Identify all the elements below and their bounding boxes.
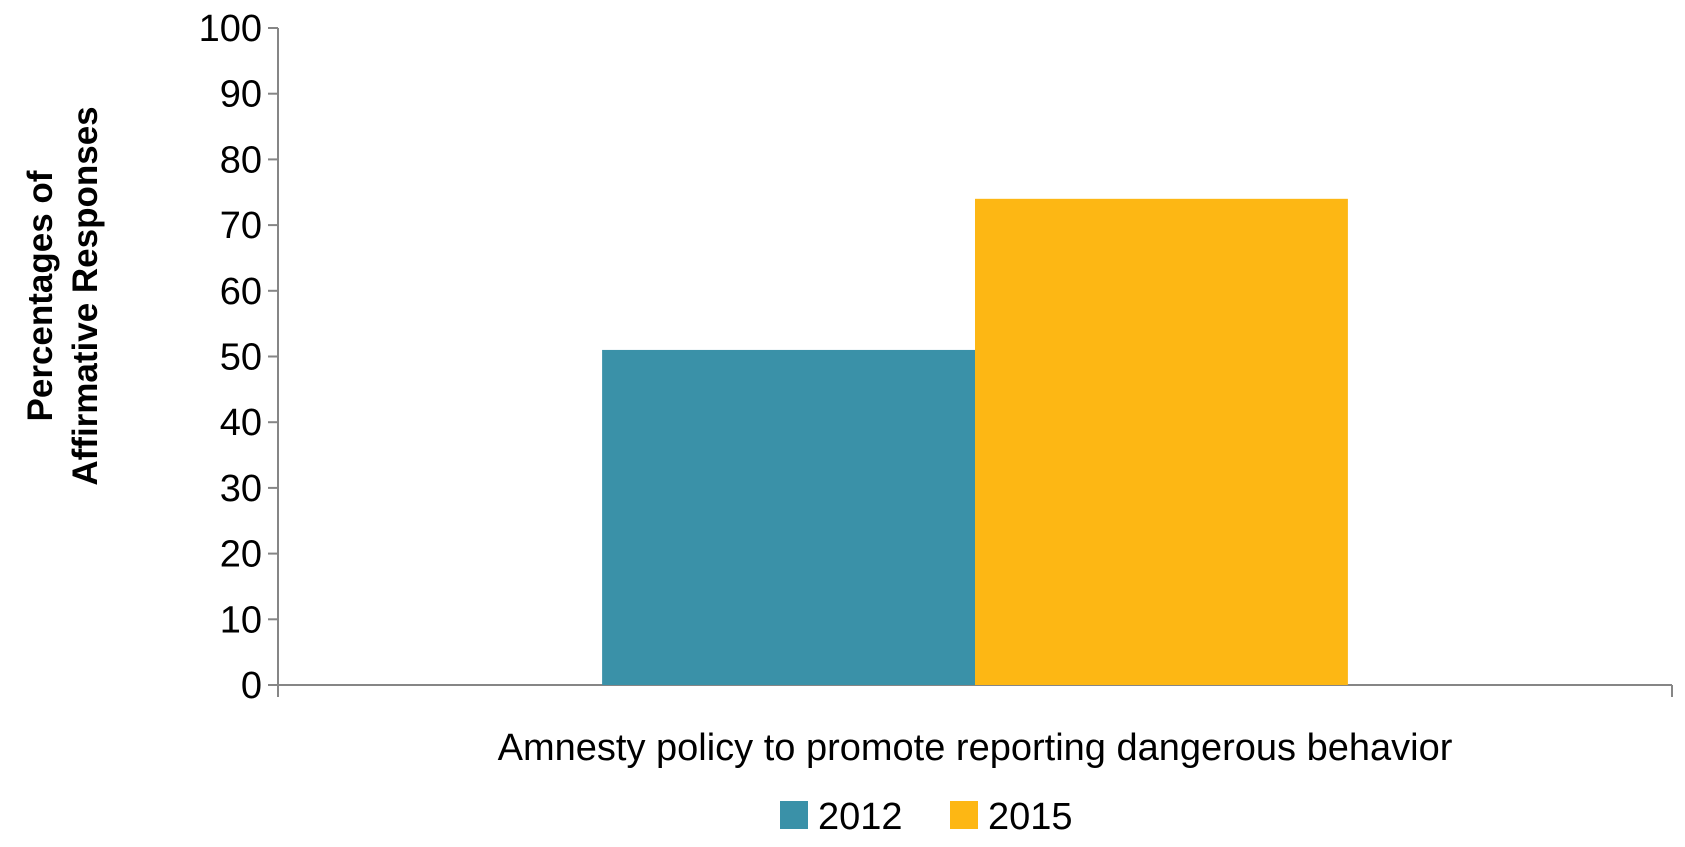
y-tick-label: 10 <box>220 599 262 641</box>
category-labels: Amnesty policy to promote reporting dang… <box>498 727 1453 769</box>
y-tick-label: 20 <box>220 534 262 576</box>
y-tick-label: 100 <box>199 8 262 50</box>
y-tick-label: 50 <box>220 337 262 379</box>
x-axis <box>277 684 1673 697</box>
y-tick-label: 80 <box>220 139 262 181</box>
y-tick-label: 30 <box>220 468 262 510</box>
legend-swatch-2015 <box>950 801 978 829</box>
legend-label-2012: 2012 <box>818 796 903 838</box>
y-tick-label: 70 <box>220 205 262 247</box>
bars <box>602 198 1348 685</box>
bar-2015 <box>975 198 1348 685</box>
legend-label-2015: 2015 <box>988 796 1073 838</box>
legend-swatch-2012 <box>780 801 808 829</box>
y-tick-label: 0 <box>241 665 262 707</box>
y-tick-label: 90 <box>220 74 262 116</box>
y-axis-title-line-2: Affirmative Responses <box>66 106 105 485</box>
x-category-label: Amnesty policy to promote reporting dang… <box>498 727 1453 769</box>
legend: 2012 2015 <box>780 796 1073 838</box>
y-tick-label: 60 <box>220 271 262 313</box>
y-axis-title-line-1: Percentages of <box>21 170 60 421</box>
y-axis: 0 10 20 30 40 50 60 70 80 90 100 <box>199 8 279 707</box>
y-axis-title: Percentages of Affirmative Responses <box>21 106 105 485</box>
bar-2012 <box>602 349 975 685</box>
y-tick-label: 40 <box>220 402 262 444</box>
